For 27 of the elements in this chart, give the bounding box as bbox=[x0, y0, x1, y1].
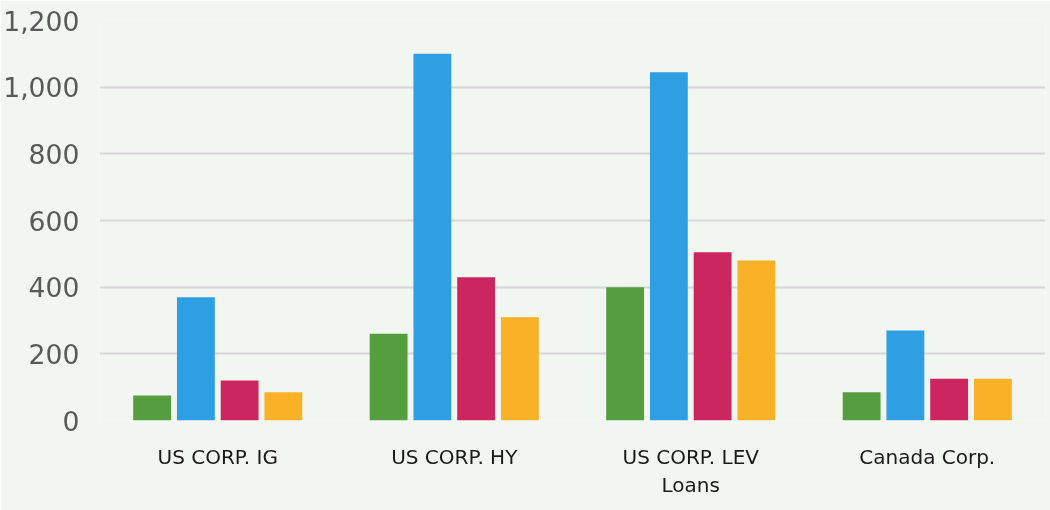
bar bbox=[737, 260, 776, 421]
y-tick-label: 600 bbox=[28, 205, 80, 237]
bar bbox=[886, 330, 925, 421]
x-tick-label: US CORP. LEV Loans bbox=[622, 444, 760, 498]
bar bbox=[220, 380, 259, 421]
x-tick-label: US CORP. HY bbox=[391, 444, 519, 469]
bar bbox=[649, 72, 688, 421]
y-tick-label: 200 bbox=[28, 338, 80, 370]
x-tick-label: US CORP. IG bbox=[157, 444, 278, 469]
y-tick-label: 1,200 bbox=[3, 5, 80, 37]
bar bbox=[457, 277, 496, 421]
bar bbox=[264, 392, 303, 421]
bar bbox=[413, 53, 452, 421]
bar bbox=[133, 395, 172, 421]
bar bbox=[842, 392, 881, 421]
bar bbox=[606, 287, 645, 421]
x-tick-label: Canada Corp. bbox=[859, 444, 996, 469]
y-tick-label: 400 bbox=[28, 272, 80, 304]
bar bbox=[369, 333, 408, 421]
bar bbox=[693, 252, 732, 421]
y-tick-label: 1,000 bbox=[3, 72, 80, 104]
bar bbox=[973, 378, 1012, 421]
bar bbox=[930, 378, 969, 421]
bar bbox=[500, 317, 539, 421]
y-tick-label: 800 bbox=[28, 138, 80, 170]
bar bbox=[176, 297, 215, 421]
y-tick-label: 0 bbox=[62, 405, 80, 437]
